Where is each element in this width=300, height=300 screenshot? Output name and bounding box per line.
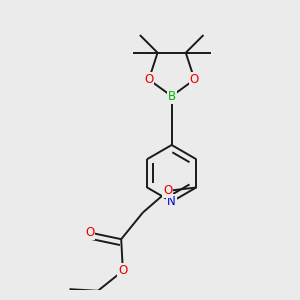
Text: O: O [190,73,199,86]
Text: B: B [168,90,176,103]
Text: N: N [167,195,176,208]
Text: O: O [118,264,128,277]
Text: O: O [85,226,94,239]
Text: O: O [163,184,172,197]
Text: O: O [144,73,154,86]
